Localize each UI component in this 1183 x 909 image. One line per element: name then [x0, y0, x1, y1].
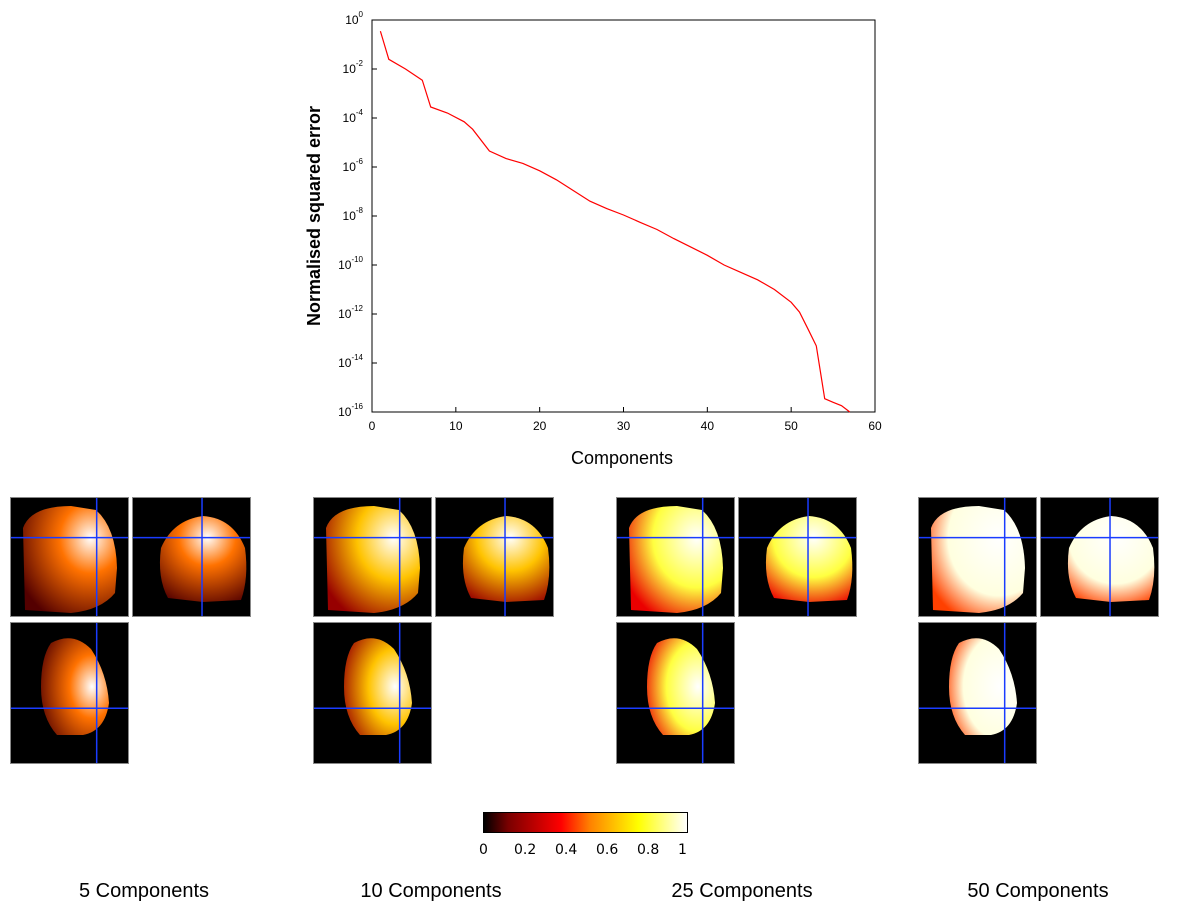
- panel-caption-5: 5 Components: [78, 880, 210, 902]
- slice-image-coronal: [313, 622, 432, 764]
- x-axis-ticks: 0 10 20 30 40 50 60: [369, 407, 882, 433]
- slice-region: [344, 638, 412, 735]
- x-tick-label: 50: [784, 419, 798, 433]
- colorbar-tick-label: 0.2: [514, 842, 537, 858]
- slice-region: [949, 638, 1017, 735]
- colorbar-tick-label: 1: [678, 842, 687, 858]
- slice-region: [647, 638, 715, 735]
- colorbar-tick-label: 0.4: [555, 842, 578, 858]
- slice-image-sagittal: [313, 497, 432, 617]
- slice-image-axial: [1040, 497, 1159, 617]
- y-tick-label: 10-6: [343, 157, 364, 174]
- slice-image-sagittal: [10, 497, 129, 617]
- slice-region: [765, 516, 853, 602]
- slice-image-sagittal: [918, 497, 1037, 617]
- error-series-line: [379, 31, 851, 413]
- panel-caption-50: 50 Components: [967, 880, 1109, 902]
- slice-region: [159, 516, 247, 602]
- slice-region: [23, 506, 117, 613]
- y-tick-label: 10-4: [343, 108, 364, 125]
- y-tick-label: 10-16: [338, 402, 363, 419]
- x-tick-label: 30: [617, 419, 631, 433]
- slice-region: [1067, 516, 1155, 602]
- x-tick-label: 20: [533, 419, 547, 433]
- slice-region: [931, 506, 1025, 613]
- y-tick-label: 10-10: [338, 255, 363, 272]
- panel-caption-25: 25 Components: [671, 880, 813, 902]
- x-tick-label: 0: [369, 419, 376, 433]
- colorbar-tick-label: 0.8: [637, 842, 660, 858]
- y-axis-ticks: 100 10-2 10-4 10-6 10-8 10-10 10-12 10-14 10-16: [338, 10, 377, 419]
- slice-image-sagittal: [616, 497, 735, 617]
- slice-image-axial: [132, 497, 251, 617]
- y-tick-label: 10-8: [343, 206, 364, 223]
- x-axis-label: Components: [571, 448, 673, 468]
- slice-image-coronal: [616, 622, 735, 764]
- panel-caption-10: 10 Components: [360, 880, 502, 902]
- slice-image-coronal: [918, 622, 1037, 764]
- slice-image-coronal: [10, 622, 129, 764]
- y-tick-label: 100: [345, 10, 363, 27]
- slice-region: [462, 516, 550, 602]
- slice-region: [326, 506, 420, 613]
- error-line-chart: 0 10 20 30 40 50 60 10010-210-410-610-810-1010…: [304, 10, 882, 468]
- slice-image-axial: [738, 497, 857, 617]
- colorbar-tick-label: 0: [479, 842, 488, 858]
- x-tick-label: 40: [701, 419, 715, 433]
- plot-area: [371, 19, 876, 413]
- y-tick-label: 10-2: [343, 59, 364, 76]
- slice-region: [41, 638, 109, 735]
- colorbar-tick-label: 0.6: [596, 842, 619, 858]
- x-tick-label: 60: [868, 419, 882, 433]
- y-tick-label: 10-12: [338, 304, 363, 321]
- slice-region: [629, 506, 723, 613]
- colorbar: [483, 812, 688, 833]
- x-tick-label: 10: [449, 419, 463, 433]
- slice-image-axial: [435, 497, 554, 617]
- y-tick-label: 10-14: [338, 353, 363, 370]
- y-axis-label: Normalised squared error: [304, 106, 324, 326]
